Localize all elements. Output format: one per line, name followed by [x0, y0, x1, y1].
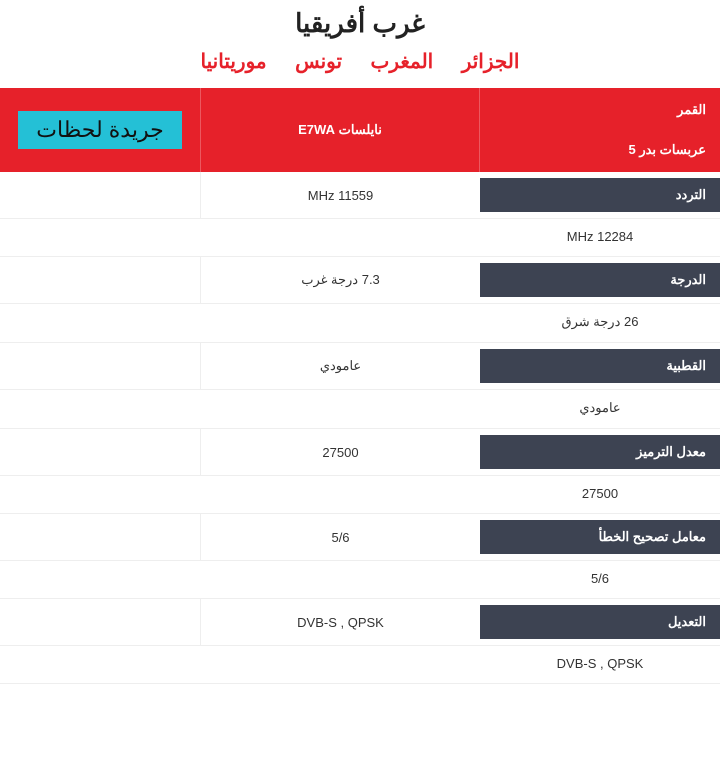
row-spacer [0, 514, 200, 560]
row-spacer [0, 429, 200, 475]
row-value-a: 27500 [200, 429, 480, 475]
row-primary: القطبيةعامودي [0, 343, 720, 389]
page-title: غرب أفريقيا [0, 0, 720, 45]
row-label: التردد [480, 178, 720, 212]
table-row: معدل الترميز2750027500 [0, 429, 720, 514]
row-value-a: عامودي [200, 343, 480, 389]
header-satellite-a: نايلسات E7WA [200, 88, 480, 172]
watermark-stamp: جريدة لحظات [18, 111, 181, 149]
row-secondary: 27500 [0, 475, 720, 513]
row-value-a: 11559 MHz [200, 172, 480, 218]
row-secondary: DVB-S , QPSK [0, 645, 720, 683]
header-satellite-b: عربسات بدر 5 [494, 142, 706, 162]
country-item: تونس [295, 51, 342, 73]
row-secondary: 5/6 [0, 560, 720, 598]
table-header: القمر عربسات بدر 5 نايلسات E7WA جريدة لح… [0, 88, 720, 172]
row-spacer [0, 599, 200, 645]
table-row: التعديلDVB-S , QPSKDVB-S , QPSK [0, 599, 720, 684]
table-body: التردد11559 MHz12284 MHzالدرجة7.3 درجة غ… [0, 172, 720, 684]
row-secondary: 26 درجة شرق [0, 303, 720, 342]
country-item: موريتانيا [201, 51, 267, 73]
row-label: التعديل [480, 605, 720, 639]
country-item: الجزائر [462, 51, 520, 73]
header-satellite-label: القمر [494, 98, 706, 118]
row-primary: التردد11559 MHz [0, 172, 720, 218]
row-primary: التعديلDVB-S , QPSK [0, 599, 720, 645]
country-item: المغرب [371, 51, 434, 73]
row-primary: معدل الترميز27500 [0, 429, 720, 475]
row-primary: الدرجة7.3 درجة غرب [0, 257, 720, 303]
header-stamp-cell: جريدة لحظات [0, 88, 200, 172]
table-row: التردد11559 MHz12284 MHz [0, 172, 720, 257]
row-value-b: 27500 [480, 486, 720, 501]
row-primary: معامل تصحيح الخطأ5/6 [0, 514, 720, 560]
row-value-a: 5/6 [200, 514, 480, 560]
row-spacer [0, 257, 200, 303]
row-spacer [0, 172, 200, 218]
row-value-b: عامودي [480, 400, 720, 416]
row-value-a: 7.3 درجة غرب [200, 257, 480, 303]
row-value-b: 12284 MHz [480, 229, 720, 244]
row-label: القطبية [480, 349, 720, 383]
table-row: القطبيةعاموديعامودي [0, 343, 720, 429]
row-value-a: DVB-S , QPSK [200, 599, 480, 645]
page: غرب أفريقيا الجزائر المغرب تونس موريتاني… [0, 0, 720, 684]
header-satellite-cell: القمر عربسات بدر 5 [480, 88, 720, 172]
row-value-b: DVB-S , QPSK [480, 656, 720, 671]
row-label: معامل تصحيح الخطأ [480, 520, 720, 554]
row-value-b: 5/6 [480, 571, 720, 586]
table-row: معامل تصحيح الخطأ5/65/6 [0, 514, 720, 599]
row-label: معدل الترميز [480, 435, 720, 469]
table-row: الدرجة7.3 درجة غرب26 درجة شرق [0, 257, 720, 343]
row-label: الدرجة [480, 263, 720, 297]
row-secondary: عامودي [0, 389, 720, 428]
row-value-b: 26 درجة شرق [480, 314, 720, 330]
row-secondary: 12284 MHz [0, 218, 720, 256]
countries-list: الجزائر المغرب تونس موريتانيا [0, 45, 720, 88]
row-spacer [0, 343, 200, 389]
